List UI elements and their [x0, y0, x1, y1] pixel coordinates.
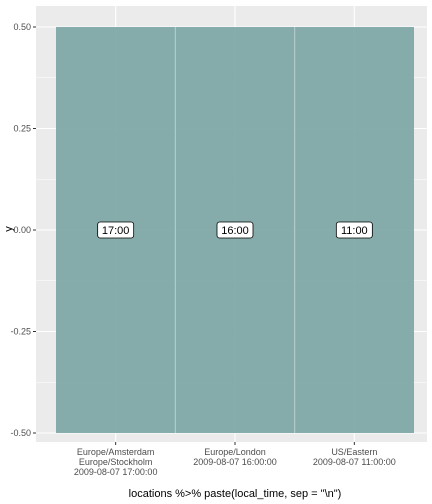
time-label-box — [335, 221, 373, 239]
x-tick-label-line: 2009-08-07 11:00:00 — [313, 457, 396, 467]
x-axis-title: locations %>% paste(local_time, sep = "\… — [129, 488, 342, 500]
x-tick-label-line: 2009-08-07 17:00:00 — [74, 467, 158, 477]
label-layer: 17:00 16:00 11:00 — [97, 221, 373, 239]
x-tick-label: US/Eastern 2009-08-07 11:00:00 — [313, 447, 396, 467]
x-tick-label-line: Europe/Amsterdam — [77, 447, 155, 457]
y-tick-label: 0.25 — [13, 124, 31, 134]
time-label-box — [97, 221, 135, 239]
y-tick-label: 0.50 — [13, 22, 31, 32]
y-tick-label: 0.00 — [13, 225, 31, 235]
x-tick-label-line: Europe/Stockholm — [79, 457, 153, 467]
time-label-text: 11:00 — [341, 225, 368, 237]
x-tick-label-line: 2009-08-07 16:00:00 — [193, 457, 277, 467]
y-axis-title: y — [3, 226, 15, 232]
x-axis: Europe/Amsterdam Europe/Stockholm 2009-08-… — [74, 442, 396, 477]
time-label-box — [216, 221, 254, 239]
time-label: 11:00 — [335, 221, 373, 239]
time-label: 17:00 — [97, 221, 135, 239]
x-tick-label: Europe/Amsterdam Europe/Stockholm 2009-08-… — [74, 447, 158, 477]
y-axis: 0.50 0.25 0.00 -0.25 -0.50 — [10, 22, 36, 438]
x-tick-label: Europe/London 2009-08-07 16:00:00 — [193, 447, 277, 467]
y-tick-label: -0.25 — [10, 327, 31, 337]
x-tick-label-line: US/Eastern — [331, 447, 377, 457]
x-tick-label-line: Europe/London — [204, 447, 266, 457]
time-label-text: 17:00 — [102, 225, 130, 237]
y-tick-label: -0.50 — [10, 428, 31, 438]
time-label: 16:00 — [216, 221, 254, 239]
time-label-text: 16:00 — [221, 225, 249, 237]
